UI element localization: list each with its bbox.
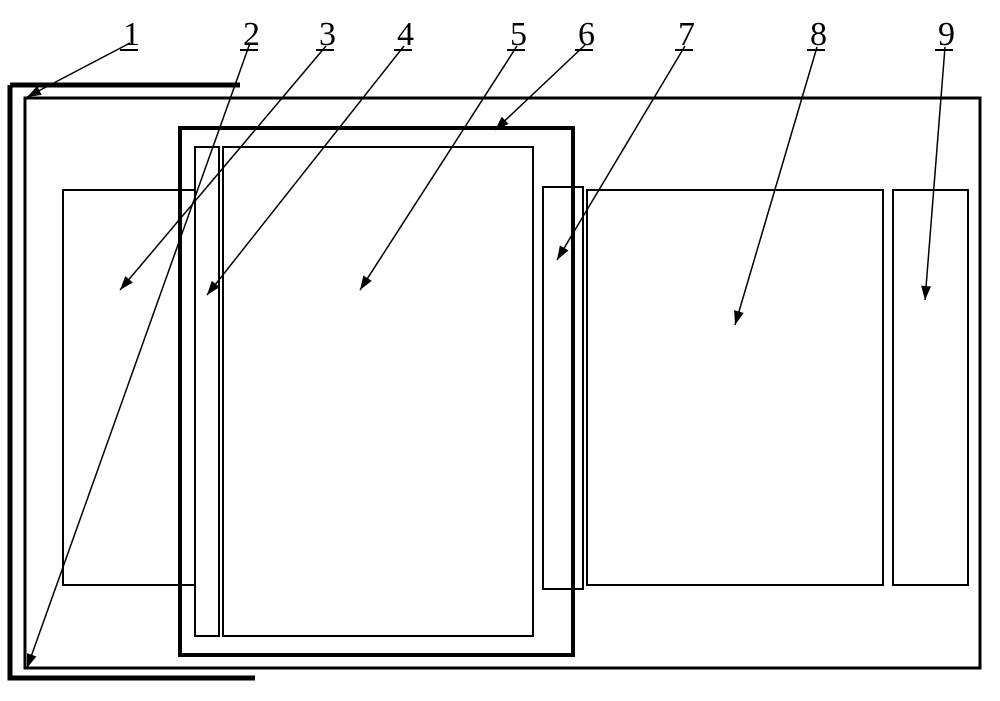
callout-label-6: 6	[578, 16, 595, 53]
callout-label-2: 2	[243, 16, 260, 53]
diagram-canvas: 1 2 3 4 5 6 7 8 9	[0, 0, 1000, 701]
background	[0, 0, 1000, 701]
callout-label-9: 9	[938, 16, 955, 53]
callout-label-5: 5	[510, 16, 527, 53]
callout-label-3: 3	[319, 16, 336, 53]
callout-label-7: 7	[678, 16, 695, 53]
callout-label-4: 4	[397, 16, 414, 53]
callout-label-1: 1	[123, 16, 140, 53]
callout-label-8: 8	[810, 16, 827, 53]
